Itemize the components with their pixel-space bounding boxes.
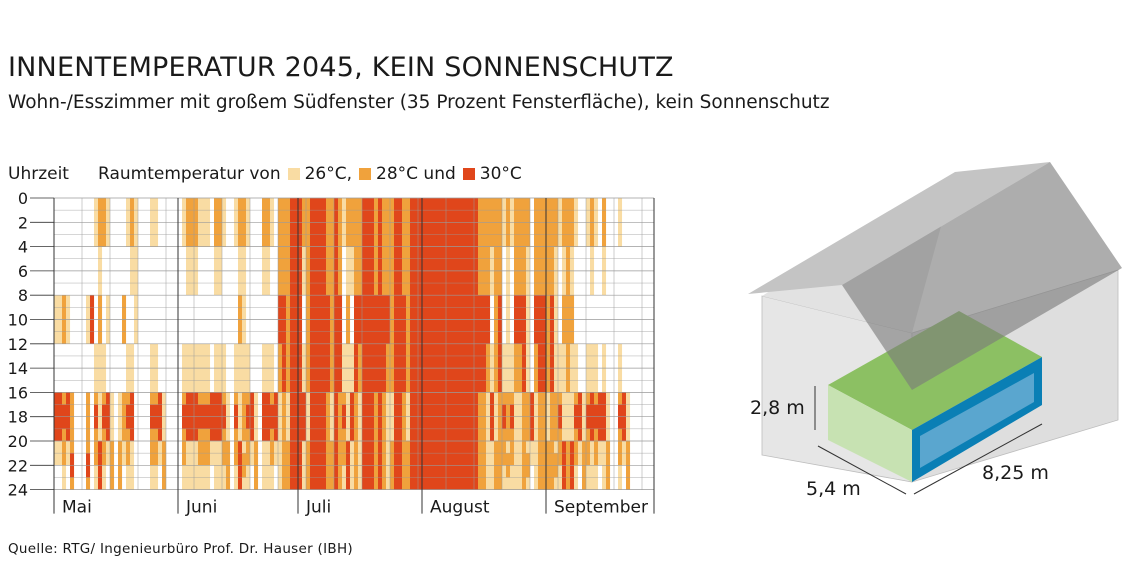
heatmap-cell [270,428,275,442]
heatmap-cell [234,428,239,442]
heatmap-cell [506,441,511,454]
heatmap-cell [342,392,347,405]
legend-prefix: Raumtemperatur von [98,164,281,184]
heatmap-cell [510,392,515,405]
legend-swatch-30 [462,168,475,180]
heatmap-cell [94,428,99,442]
page-title: INNENTEMPERATUR 2045, KEIN SONNENSCHUTZ [8,52,674,83]
heatmap-cell [506,477,511,490]
legend-label-28: 28°C und [376,164,456,184]
heatmap-cell [510,428,515,442]
heatmap-cell [554,477,559,490]
height-label: 2,8 m [750,397,805,419]
y-tick-label: 8 [18,286,28,305]
heatmap-cell [86,441,91,454]
legend-swatch-26 [287,168,300,180]
heatmap-cell [62,428,67,442]
house-roof-right [842,162,1122,390]
heatmap-cell [202,428,207,442]
legend-label-26: 26°C, [304,164,353,184]
y-tick-label: 18 [8,408,28,427]
heatmap-cell [246,428,251,442]
heatmap-cell [242,477,247,490]
heatmap-cell [618,428,623,442]
heatmap-cell [202,392,207,405]
month-label: August [430,498,490,518]
heatmap-cell [182,428,187,442]
heatmap-cell [150,428,155,442]
heatmap-cell [198,392,203,405]
house-illustration [748,162,1122,495]
heatmap-cell [154,392,159,405]
legend-label-30: 30°C [479,164,522,184]
heatmap-cell [574,392,579,405]
heatmap-cell [102,428,107,442]
window-glass [920,373,1034,468]
heatmap-cell [86,477,91,490]
heatmap-cell [62,392,67,405]
y-tick-label: 20 [8,432,28,451]
y-tick-label: 24 [8,481,28,500]
heatmap-cell [574,428,579,442]
heatmap-cell [526,477,531,490]
heatmap-cell [270,392,275,405]
heatmap-cell [70,441,75,454]
room-side [828,385,912,482]
heatmap-cell [558,392,563,405]
heatmap-cell [558,428,563,442]
heatmap-cell [342,428,347,442]
heatmap-cell [126,428,131,442]
heatmap-cell [554,441,559,454]
month-label: Juni [185,498,217,518]
heatmap-cell [242,441,247,454]
heatmap-cell [102,392,107,405]
house-roof-left [748,162,1050,294]
depth-dim-line [817,445,907,495]
heatmap-cell [94,392,99,405]
y-tick-label: 16 [8,383,28,402]
heatmap-cell [206,428,211,442]
source-note: Quelle: RTG/ Ingenieurbüro Prof. Dr. Hau… [8,541,353,557]
heatmap-cell [594,428,599,442]
page-subtitle: Wohn-/Esszimmer mit großem Südfenster (3… [8,92,830,113]
depth-label: 5,4 m [806,478,861,500]
heatmap-cell [526,441,531,454]
month-label: Juli [305,498,331,518]
y-axis-label: Uhrzeit [8,164,69,184]
heatmap-cell [502,392,507,405]
heatmap-cell [154,428,159,442]
heatmap-cell [222,428,227,442]
month-label: September [554,498,648,518]
width-label: 8,25 m [982,462,1049,484]
y-tick-label: 6 [18,262,28,281]
y-tick-label: 12 [8,335,28,354]
width-dim-line [913,423,1043,495]
y-tick-label: 2 [18,213,28,232]
heatmap-cell [222,392,227,405]
heatmap-cell [150,392,155,405]
heatmap-cell [198,428,203,442]
heatmap-cell [234,392,239,405]
heatmap-cell [246,392,251,405]
heatmap-cell [182,392,187,405]
y-tick-label: 10 [8,311,28,330]
heatmap-cell [502,428,507,442]
legend: Raumtemperatur von 26°C, 28°C und 30°C [98,164,522,184]
y-tick-label: 22 [8,456,28,475]
y-tick-label: 4 [18,238,28,257]
heatmap-cell [618,392,623,405]
heatmap-cell [594,392,599,405]
y-tick-label: 14 [8,359,28,378]
y-tick-label: 0 [18,189,28,208]
heatmap-cell [586,428,591,442]
heatmap-cell [206,392,211,405]
heatmap-cell [126,392,131,405]
month-label: Mai [62,498,92,518]
heatmap-cell [586,392,591,405]
legend-swatch-28 [359,168,372,180]
heatmap-cell [70,477,75,490]
